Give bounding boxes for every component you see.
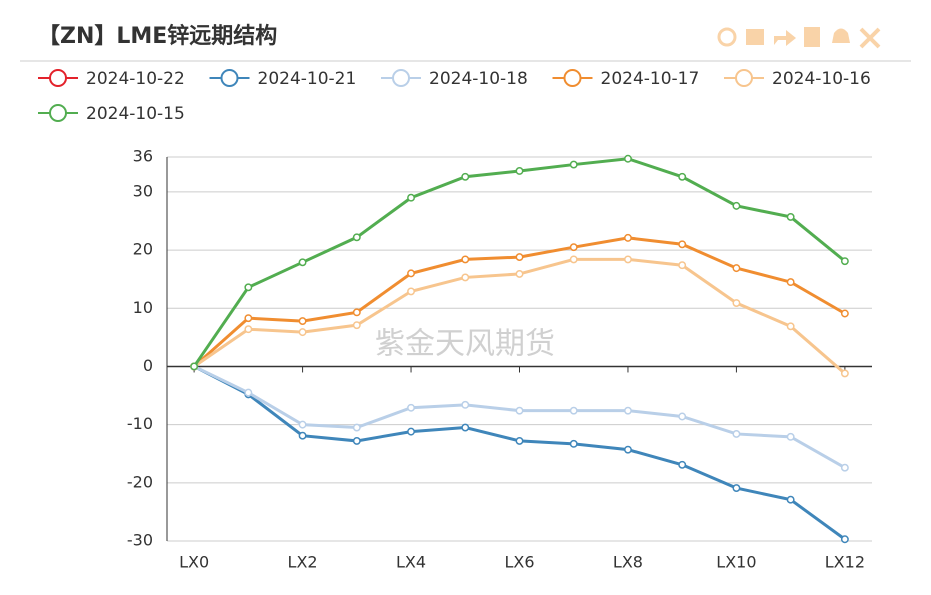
data-point: [461, 255, 470, 264]
x-tick-label: LX0: [179, 553, 209, 572]
legend-label: 2024-10-18: [429, 69, 528, 89]
x-tick-label: LX10: [716, 553, 756, 572]
data-point: [786, 278, 795, 287]
x-tick-label: LX12: [825, 553, 865, 572]
data-point: [732, 264, 741, 273]
legend-label: 2024-10-16: [772, 69, 871, 89]
data-point: [244, 325, 253, 334]
x-tick-label: LX4: [396, 553, 426, 572]
data-point: [569, 406, 578, 415]
data-point: [515, 406, 524, 415]
data-point: [569, 439, 578, 448]
x-tick-label: LX2: [288, 553, 318, 572]
data-point: [461, 400, 470, 409]
data-point: [407, 287, 415, 296]
y-tick-label: 10: [133, 298, 153, 317]
data-point: [569, 255, 578, 264]
series-line: [193, 365, 846, 469]
data-point: [840, 535, 849, 544]
refresh-icon[interactable]: [717, 27, 737, 47]
data-point: [515, 269, 524, 278]
data-point: [461, 172, 470, 181]
data-point: [786, 322, 795, 331]
legend-label: 2024-10-22: [86, 69, 185, 89]
y-tick-label: 36: [133, 147, 153, 166]
data-point: [678, 240, 687, 249]
data-point: [624, 154, 632, 163]
legend-label: 2024-10-17: [601, 69, 700, 89]
data-point: [678, 172, 687, 181]
data-point: [786, 432, 795, 441]
data-point: [461, 423, 470, 432]
data-point: [515, 167, 524, 175]
data-point: [190, 362, 199, 371]
data-point: [569, 160, 578, 169]
data-point: [244, 314, 253, 323]
y-tick-label: 20: [133, 240, 153, 259]
data-point: [624, 406, 632, 415]
legend-marker: [563, 69, 582, 87]
toolbar: [717, 27, 881, 49]
data-point: [298, 328, 307, 337]
legend-marker: [392, 69, 410, 87]
y-tick-label: 30: [133, 181, 153, 200]
data-point: [786, 495, 795, 504]
legend-marker: [735, 69, 753, 87]
legend-marker: [49, 104, 67, 122]
data-point: [678, 460, 687, 469]
legend-marker: [49, 69, 67, 87]
data-point: [624, 233, 632, 242]
data-point: [678, 412, 687, 421]
data-point: [732, 429, 741, 438]
data-point: [840, 369, 849, 378]
data-point: [461, 273, 470, 282]
data-point: [298, 431, 307, 440]
legend-label: 2024-10-21: [258, 69, 357, 89]
y-tick-label: 0: [143, 356, 153, 375]
y-tick-label: -20: [127, 472, 153, 491]
table-icon[interactable]: [746, 29, 764, 45]
data-point: [840, 257, 849, 266]
data-point: [407, 193, 415, 202]
x-tick-label: LX8: [613, 553, 643, 572]
data-point: [732, 299, 741, 307]
data-point: [732, 484, 741, 493]
fullscreen-icon[interactable]: [859, 27, 881, 49]
data-point: [352, 233, 361, 242]
data-point: [407, 269, 415, 278]
data-point: [407, 403, 415, 412]
data-point: [732, 201, 741, 210]
y-tick-label: -30: [127, 531, 153, 550]
data-point: [840, 463, 849, 472]
data-point: [352, 423, 361, 432]
x-tick-label: LX6: [504, 553, 534, 572]
data-point: [244, 283, 253, 292]
data-point: [298, 258, 307, 267]
data-point: [352, 436, 361, 445]
data-point: [244, 388, 253, 397]
legend-marker: [220, 69, 239, 87]
y-tick-label: -10: [127, 414, 153, 433]
data-point: [569, 243, 578, 252]
data-point: [515, 436, 524, 445]
data-point: [352, 321, 361, 330]
share-icon[interactable]: [774, 30, 796, 46]
data-point: [678, 261, 687, 270]
image-icon[interactable]: [804, 27, 820, 47]
data-point: [786, 212, 795, 221]
data-point: [624, 255, 632, 264]
alarm-icon[interactable]: [832, 28, 850, 44]
data-point: [352, 308, 361, 317]
watermark: 紫金天风期货: [375, 327, 555, 362]
data-point: [407, 427, 415, 436]
data-point: [298, 317, 307, 326]
legend-label: 2024-10-15: [86, 104, 185, 124]
data-point: [298, 420, 307, 429]
data-point: [840, 309, 849, 318]
series-line: [193, 365, 846, 541]
data-point: [624, 445, 632, 454]
data-point: [515, 253, 524, 262]
chart-title: 【ZN】LME锌远期结构: [38, 23, 277, 49]
